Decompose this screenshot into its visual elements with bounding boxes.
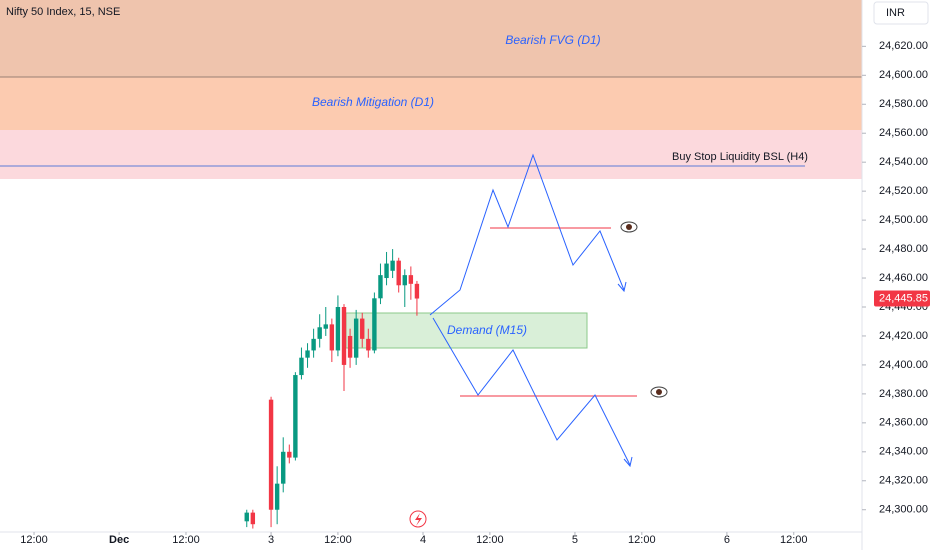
candle-body <box>353 318 359 358</box>
candle-body <box>335 306 341 351</box>
y-tick-label: 24,540.00 <box>879 156 928 168</box>
candle-body <box>244 512 249 522</box>
candle-body <box>293 375 298 458</box>
annotation: Bearish FVG (D1) <box>505 33 600 47</box>
candle-body <box>402 275 407 286</box>
y-tick-label: 24,500.00 <box>879 214 928 226</box>
price-axis <box>862 0 932 550</box>
event-icon[interactable] <box>409 510 427 528</box>
fvg-zone <box>0 0 862 77</box>
arrow-head <box>623 456 633 468</box>
x-tick-label: 12:00 <box>476 534 504 546</box>
projection-path <box>432 317 631 466</box>
candle-body <box>305 350 310 358</box>
x-tick-label: Dec <box>109 534 129 546</box>
candle-body <box>408 275 414 284</box>
y-tick-label: 24,580.00 <box>879 98 928 110</box>
mitigation-zone <box>0 77 862 130</box>
y-tick-label: 24,380.00 <box>879 388 928 400</box>
candle-body <box>250 512 256 525</box>
candle-body <box>384 263 389 279</box>
arrow-head <box>617 281 627 293</box>
x-tick-label: 12:00 <box>628 534 656 546</box>
y-tick-label: 24,420.00 <box>879 330 928 342</box>
annotation: Demand (M15) <box>447 323 527 337</box>
candle-body <box>366 338 371 351</box>
annotation: Bearish Mitigation (D1) <box>312 95 434 109</box>
y-tick-label: 24,600.00 <box>879 69 928 81</box>
candle-body <box>311 338 316 351</box>
candle-body <box>414 283 420 299</box>
y-tick-label: 24,560.00 <box>879 127 928 139</box>
x-tick-label: 5 <box>572 534 578 546</box>
currency-box[interactable] <box>873 1 929 25</box>
y-tick-label: 24,340.00 <box>879 446 928 458</box>
y-tick-label: 24,520.00 <box>879 185 928 197</box>
candle-body <box>317 327 322 339</box>
candle-body <box>390 260 395 271</box>
candle-body <box>323 324 328 329</box>
currency: INR <box>886 7 905 19</box>
y-tick-label: 24,400.00 <box>879 359 928 371</box>
candle-body <box>341 306 347 365</box>
y-tick-label: 24,620.00 <box>879 40 928 52</box>
candle-body <box>274 483 280 510</box>
eye-icon <box>620 221 638 233</box>
eye-icon <box>650 386 668 398</box>
candle-body <box>396 260 401 286</box>
y-tick-label: 24,460.00 <box>879 272 928 284</box>
candle-body <box>299 357 304 376</box>
last-price-box <box>874 290 930 307</box>
x-tick-label: 12:00 <box>780 534 808 546</box>
x-tick-label: 4 <box>420 534 426 546</box>
annotation: Buy Stop Liquidity BSL (H4) <box>672 151 808 163</box>
candle-body <box>372 298 377 351</box>
candle-body <box>360 318 365 339</box>
x-tick-label: 12:00 <box>20 534 48 546</box>
candle-body <box>281 451 286 484</box>
last-price-label: 24,445.85 <box>879 292 928 304</box>
y-tick-label: 24,360.00 <box>879 417 928 429</box>
candle-body <box>268 399 274 510</box>
x-tick-label: 12:00 <box>324 534 352 546</box>
y-tick-label: 24,300.00 <box>879 504 928 516</box>
projection-path <box>429 153 625 316</box>
x-tick-label: 12:00 <box>172 534 200 546</box>
y-tick-label: 24,320.00 <box>879 475 928 487</box>
chart-title: Nifty 50 Index, 15, NSE <box>6 6 120 18</box>
x-tick-label: 6 <box>724 534 730 546</box>
candle-body <box>329 324 335 351</box>
candle-body <box>378 275 383 299</box>
candle-body <box>287 451 292 458</box>
candle-body <box>347 335 353 358</box>
y-tick-label: 24,480.00 <box>879 243 928 255</box>
x-tick-label: 3 <box>268 534 274 546</box>
liquidity-zone <box>0 130 862 179</box>
